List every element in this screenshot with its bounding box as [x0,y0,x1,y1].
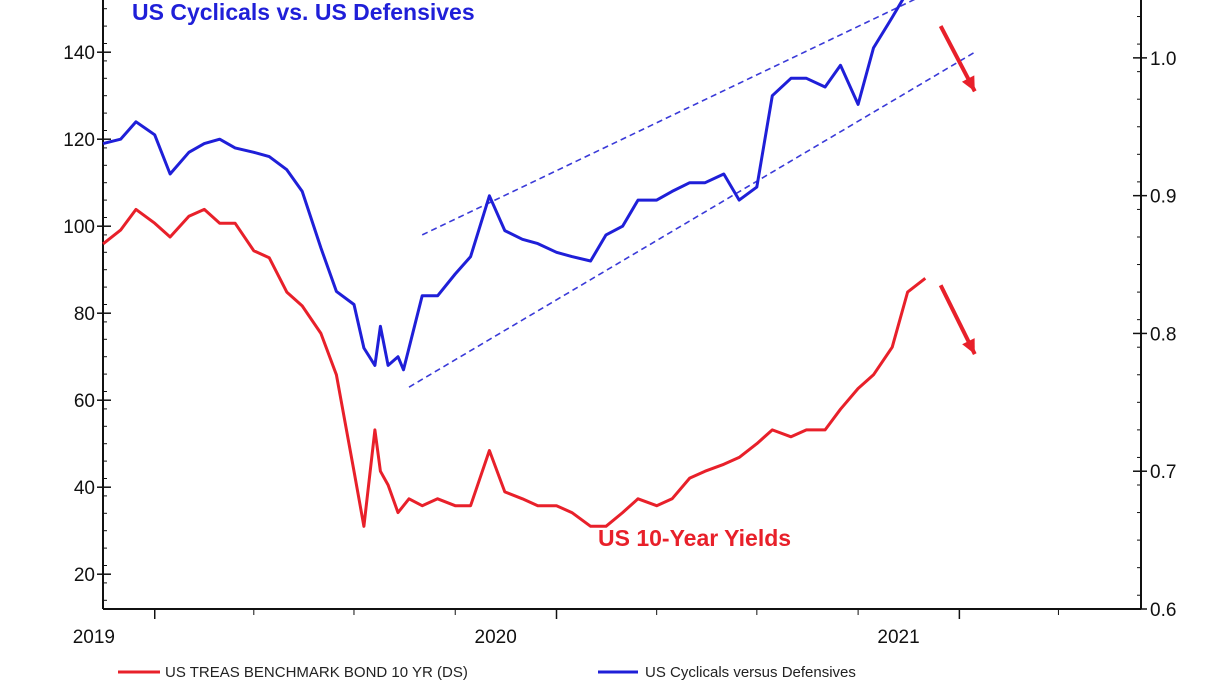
channel-lower-line [408,51,976,388]
channel-upper-line [421,0,916,236]
left-tick-label: 100 [63,217,95,238]
series-line-cyclicals-vs-defensives [102,0,905,372]
legend-label-cyclicals: US Cyclicals versus Defensives [645,664,856,681]
legend-label-treasury: US TREAS BENCHMARK BOND 10 YR (DS) [165,664,468,681]
x-tick-label: 2019 [73,627,115,648]
series-lines [102,0,927,528]
left-tick-label: 20 [74,565,95,586]
series-line-treasury-10yr [102,207,927,528]
annotation-cyclicals: US Cyclicals vs. US Defensives [132,0,475,25]
arrows [938,25,977,355]
axes: 20 40 60 80 100 120 140 0.6 0.7 0.8 0.9 1.0 2019 2020… [63,0,1176,648]
trend-channel [408,0,976,388]
right-tick-label: 1.0 [1150,49,1176,70]
legend: US TREAS BENCHMARK BOND 10 YR (DS) US Cy… [118,664,856,681]
left-tick-label: 60 [74,391,95,412]
annotation-yields: US 10-Year Yields [598,525,791,551]
right-tick-label: 0.9 [1150,187,1176,208]
left-tick-label: 140 [63,43,95,64]
arrow-head [961,75,975,92]
right-tick-label: 0.7 [1150,462,1176,483]
left-tick-label: 80 [74,304,95,325]
right-tick-label: 0.8 [1150,324,1176,345]
left-tick-label: 40 [74,478,95,499]
left-tick-label: 120 [63,130,95,151]
right-tick-label: 0.6 [1150,600,1176,621]
x-tick-label: 2021 [877,627,919,648]
x-tick-label: 2020 [475,627,517,648]
arrow-head [962,338,975,355]
